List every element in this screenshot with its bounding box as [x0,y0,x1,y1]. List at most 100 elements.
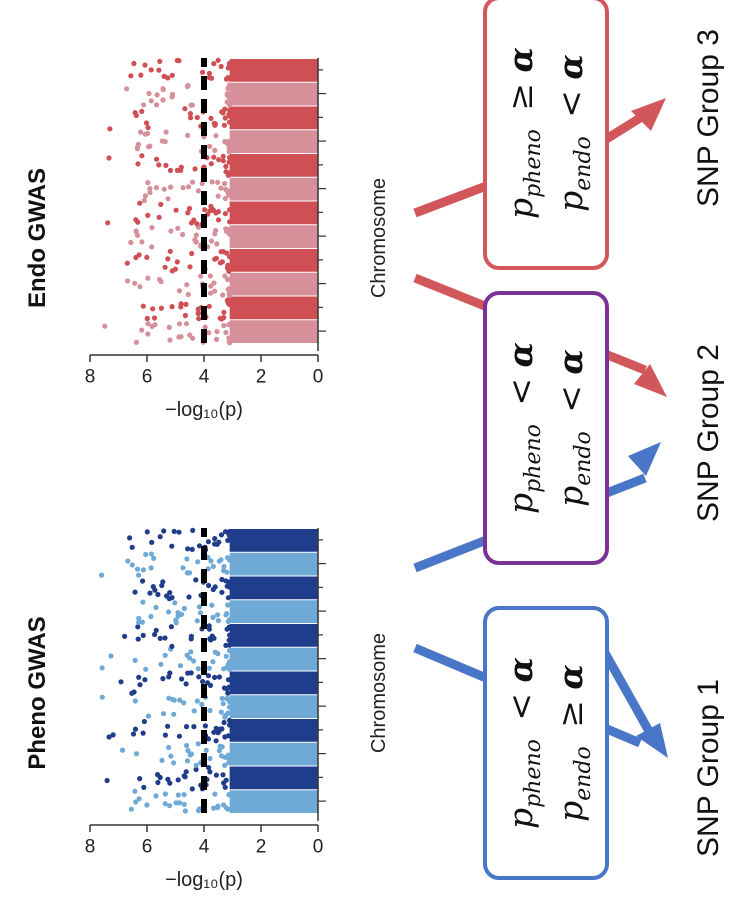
snp-point [145,321,151,327]
snp-point [148,67,154,73]
snp-point [135,636,141,642]
endo-manhattan-plot [102,57,319,351]
snp-point [133,112,139,119]
snp-point [135,144,141,150]
snp-point [191,708,197,714]
snp-point [208,161,214,167]
snp-point [181,791,187,798]
snp-point [195,188,201,194]
snp-point [162,732,168,738]
snp-point [165,776,171,782]
snp-point [163,162,169,168]
snp-point [212,536,218,542]
snp-point [225,555,231,561]
chr-band [229,201,318,225]
snp-point [156,67,162,73]
snp-point [128,806,134,812]
snp-point [160,676,166,682]
snp-point [133,217,139,223]
snp-point [156,214,162,220]
snp-point [169,643,175,649]
snp-point [212,122,218,128]
endo-panel-title: Endo GWAS [24,168,51,308]
snp-point [227,659,233,665]
snp-point [227,107,233,113]
snp-point [209,602,215,608]
snp-point [191,658,197,664]
pheno-panel-title: Pheno GWAS [24,616,51,769]
snp-point [142,193,148,199]
snp-point [136,674,142,680]
snp-point [168,624,174,630]
snp-point [214,328,220,335]
snp-point [217,315,223,321]
snp-point [226,207,233,213]
snp-point [165,256,171,262]
snp-point [155,591,161,598]
snp-point [140,632,146,638]
snp-point [172,600,178,606]
snp-point [133,799,139,805]
chr-band [229,576,318,600]
pheno-x-ticks [318,539,326,802]
chr-band [229,552,318,576]
snp-point [162,138,168,145]
snp-point [222,714,228,720]
snp-point [194,114,200,121]
snp-point [122,633,128,639]
snp-point [220,772,226,778]
snp-point [224,664,230,671]
condition-pheno: ppheno ≥ α [501,47,546,219]
snp-point [105,220,111,226]
snp-point [133,228,139,234]
snp-point [106,155,112,161]
snp-point [140,730,146,736]
snp-point [135,161,141,167]
snp-point [181,605,187,612]
snp-point [183,724,190,730]
snp-point [156,162,162,168]
snp-point [167,337,173,343]
snp-point [196,543,203,549]
snp-point [169,543,175,549]
box1-frame [483,606,609,880]
snp-point [226,637,232,643]
snp-point [223,228,230,234]
condition-endo: pendo < α [551,54,596,212]
snp-point [128,239,134,246]
box3-frame [483,0,609,270]
snp-point [221,309,227,315]
snp-point [225,733,231,739]
arrow-head-group1 [636,723,668,758]
snp-point [191,724,197,730]
snp-point [216,748,222,754]
chr-band [229,600,318,623]
snp-point [212,791,218,797]
snp-point [137,284,143,290]
snp-point [159,582,165,589]
snp-point [186,594,192,600]
snp-point [175,613,181,619]
snp-point [227,102,233,108]
y-tick-label: 4 [199,837,210,858]
snp-point [165,196,171,202]
snp-point [184,282,190,288]
snp-point [226,170,232,176]
snp-point [226,154,233,161]
snp-point [147,590,153,596]
snp-point [185,546,191,552]
snp-point [107,126,113,132]
snp-point [223,642,229,648]
snp-point [217,260,223,266]
snp-point [225,806,231,812]
snp-point [194,618,200,624]
snp-point [220,248,226,255]
y-tick-label: 2 [256,367,267,388]
snp-point [132,280,138,286]
snp-point [208,283,214,289]
snp-point [165,723,171,729]
snp-point [157,635,163,641]
endo-x-ticks [318,69,326,332]
